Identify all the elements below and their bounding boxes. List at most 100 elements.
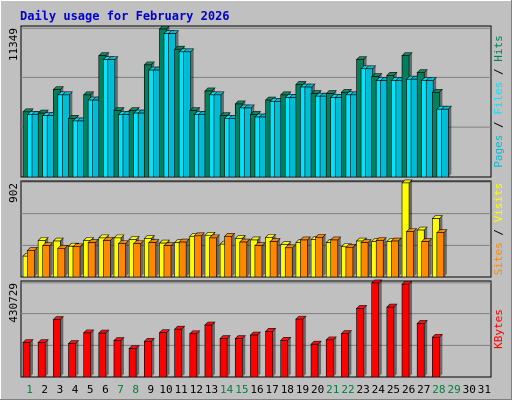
x-tick-label-19: 19	[296, 383, 309, 396]
bar-sites-7	[117, 240, 130, 278]
panel-visits-sites: 902 Sites / Visits	[7, 179, 505, 278]
bar-sites-26	[405, 228, 418, 278]
bar-sites-28	[436, 229, 448, 278]
y-max-label: 430729	[7, 283, 20, 323]
bar-sites-3	[57, 245, 69, 278]
x-tick-label-1: 1	[26, 383, 33, 396]
bar-sites-9	[148, 239, 160, 278]
x-tick-label-21: 21	[326, 383, 339, 396]
legend-entry-hits: Hits	[492, 35, 505, 62]
x-tick-label-11: 11	[175, 383, 188, 396]
x-tick-label-30: 30	[463, 383, 476, 396]
bar-sites-27	[420, 238, 433, 278]
bar-kbytes-2	[37, 339, 49, 378]
bar-sites-15	[239, 238, 251, 278]
bar-sites-11	[178, 238, 190, 278]
bar-kbytes-4	[67, 340, 80, 378]
x-tick-label-17: 17	[266, 383, 279, 396]
bar-sites-4	[72, 243, 84, 278]
y-max-label: 902	[7, 183, 20, 203]
x-tick-label-27: 27	[417, 383, 430, 396]
bar-kbytes-12	[189, 330, 201, 378]
bar-kbytes-24	[370, 279, 383, 378]
chart-title: Daily usage for February 2026	[20, 9, 230, 23]
bar-kbytes-13	[204, 321, 216, 378]
x-tick-label-31: 31	[478, 383, 491, 396]
bar-sites-1	[26, 247, 39, 278]
bar-sites-17	[269, 238, 281, 278]
bar-kbytes-8	[128, 345, 140, 378]
bar-sites-8	[132, 240, 145, 278]
bar-sites-25	[390, 237, 403, 278]
legend-kbytes: KBytes	[492, 309, 505, 349]
x-tick-label-2: 2	[41, 383, 48, 396]
x-tick-label-12: 12	[190, 383, 203, 396]
bar-sites-16	[254, 242, 266, 278]
x-tick-label-4: 4	[72, 383, 79, 396]
bar-kbytes-1	[22, 339, 34, 378]
bar-kbytes-7	[113, 337, 125, 378]
bar-kbytes-16	[249, 331, 262, 378]
bar-sites-10	[163, 242, 175, 278]
bar-pages-28	[440, 105, 453, 178]
bar-sites-23	[360, 239, 372, 278]
bar-kbytes-22	[340, 330, 353, 378]
bar-kbytes-6	[98, 329, 110, 378]
bar-sites-2	[41, 242, 54, 278]
bar-kbytes-26	[401, 280, 413, 378]
x-axis-labels: 1 2 3 4 5 6 7 8 9 10 11 12 13 14 15 16 17 18 19 20 21 22 23 24 2…	[26, 383, 491, 396]
legend-entry-visits: Visits	[492, 183, 505, 223]
panels: 11349 Pages / Files / Hits 902 Sites / Visi…	[7, 25, 505, 378]
bar-sites-22	[345, 243, 357, 278]
x-tick-label-5: 5	[87, 383, 94, 396]
x-tick-label-26: 26	[402, 383, 415, 396]
bar-kbytes-14	[219, 335, 231, 378]
bar-sites-24	[375, 237, 387, 278]
bar-kbytes-21	[325, 336, 337, 378]
bar-kbytes-3	[52, 316, 65, 378]
bar-kbytes-20	[310, 340, 322, 378]
bar-sites-14	[223, 233, 236, 278]
x-tick-label-9: 9	[148, 383, 155, 396]
bar-sites-5	[87, 239, 99, 278]
legend-entry-sites: Sites	[492, 242, 505, 275]
bar-kbytes-11	[173, 325, 186, 378]
bar-kbytes-27	[416, 320, 428, 378]
x-tick-label-3: 3	[57, 383, 64, 396]
x-tick-label-24: 24	[372, 383, 386, 396]
y-max-label: 11349	[7, 28, 20, 61]
bar-sites-6	[102, 237, 115, 278]
x-tick-label-23: 23	[357, 383, 370, 396]
legend-hits-files-pages: Pages / Files / Hits	[492, 35, 505, 168]
x-tick-label-8: 8	[132, 383, 139, 396]
x-tick-label-22: 22	[341, 383, 354, 396]
x-tick-label-16: 16	[250, 383, 263, 396]
bar-sites-18	[284, 244, 296, 278]
x-tick-label-25: 25	[387, 383, 400, 396]
x-tick-label-28: 28	[432, 383, 445, 396]
bar-kbytes-9	[143, 338, 156, 378]
x-tick-label-18: 18	[281, 383, 294, 396]
x-tick-label-29: 29	[447, 383, 460, 396]
x-tick-label-14: 14	[220, 383, 234, 396]
x-tick-label-7: 7	[117, 383, 124, 396]
bar-kbytes-28	[431, 333, 444, 378]
legend-entry-kbytes: KBytes	[492, 309, 505, 349]
bar-kbytes-17	[264, 328, 277, 378]
panel-kbytes: 430729 KBytes	[7, 279, 505, 378]
bar-kbytes-19	[295, 315, 307, 378]
bar-sites-19	[299, 236, 312, 278]
panel-hits-files-pages: 11349 Pages / Files / Hits	[7, 25, 505, 178]
x-tick-label-13: 13	[205, 383, 218, 396]
bar-sites-20	[314, 234, 327, 278]
bar-kbytes-10	[158, 329, 171, 378]
x-tick-label-20: 20	[311, 383, 324, 396]
x-tick-label-15: 15	[235, 383, 248, 396]
legend-entry-pages: Pages	[492, 135, 505, 168]
x-tick-label-6: 6	[102, 383, 109, 396]
legend-visits-sites: Sites / Visits	[492, 183, 505, 276]
bar-kbytes-5	[82, 329, 95, 378]
bar-kbytes-15	[234, 335, 246, 378]
bar-kbytes-25	[386, 303, 398, 378]
